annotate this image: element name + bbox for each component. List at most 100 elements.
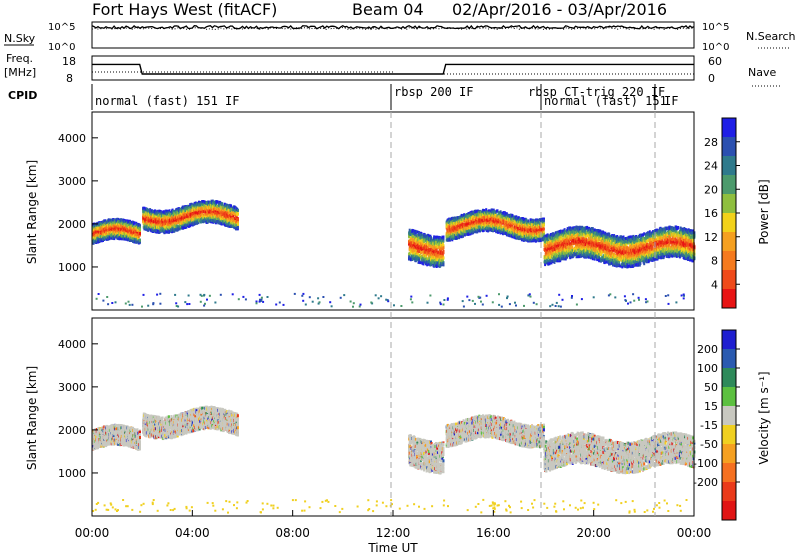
data-cell	[416, 251, 419, 254]
data-cell	[127, 219, 130, 223]
data-cell	[467, 222, 470, 225]
data-cell	[114, 223, 117, 227]
data-cell	[423, 239, 426, 243]
data-cell	[177, 210, 180, 214]
data-cell	[236, 212, 239, 216]
data-cell	[442, 261, 445, 265]
data-cell	[471, 229, 474, 233]
data-cell	[415, 230, 418, 234]
data-cell	[463, 219, 466, 223]
data-cell	[136, 240, 139, 244]
data-cell	[206, 213, 209, 217]
data-cell	[455, 235, 458, 238]
data-cell	[430, 257, 432, 261]
data-cell	[410, 243, 413, 247]
data-cell	[174, 228, 177, 232]
data-cell	[230, 204, 232, 208]
data-cell	[164, 226, 167, 230]
data-cell	[120, 224, 123, 228]
data-cell	[436, 244, 439, 248]
data-cell	[176, 211, 179, 215]
data-cell	[216, 200, 219, 204]
data-cell	[433, 238, 436, 242]
data-cell	[460, 220, 463, 224]
data-cell	[228, 212, 231, 216]
data-cell	[228, 206, 231, 210]
noise-search-label: N.Search	[746, 30, 796, 43]
data-cell	[161, 226, 164, 230]
data-cell	[168, 209, 171, 213]
noise-panel: N.Sky 10^5 10^0 10^5 10^0 N.Search	[4, 21, 796, 53]
power-data	[92, 199, 696, 308]
data-cell	[109, 228, 112, 232]
data-cell	[421, 255, 424, 259]
data-cell	[187, 205, 190, 209]
data-cell	[172, 216, 175, 220]
data-cell	[435, 235, 437, 239]
data-cell	[174, 223, 177, 227]
data-cell	[423, 237, 426, 241]
data-cell	[230, 207, 233, 211]
data-cell	[452, 236, 455, 240]
noise-right-tick-top: 10^5	[702, 22, 729, 33]
data-cell	[438, 240, 441, 244]
frequency-panel: Freq. [MHz] 18 8 60 0 Nave	[4, 52, 782, 87]
data-cell	[107, 230, 109, 234]
data-cell	[428, 256, 431, 260]
data-cell	[438, 262, 441, 266]
data-cell	[233, 212, 236, 216]
data-cell	[136, 231, 139, 235]
data-cell	[162, 210, 165, 214]
data-cell	[134, 229, 137, 233]
nave-label: Nave	[748, 66, 776, 79]
data-cell	[206, 208, 209, 212]
data-cell	[154, 215, 157, 219]
data-cell	[411, 252, 414, 255]
data-cell	[164, 230, 167, 234]
data-cell	[428, 262, 431, 266]
data-cell	[178, 227, 181, 231]
cpid-mode-5: IF	[664, 94, 678, 108]
data-cell	[236, 225, 239, 229]
data-cell	[409, 230, 412, 234]
data-cell	[174, 222, 177, 226]
data-cell	[139, 232, 141, 236]
data-cell	[426, 242, 429, 246]
data-cell	[427, 251, 430, 255]
data-cell	[98, 230, 101, 234]
data-cell	[223, 217, 226, 221]
data-cell	[420, 250, 423, 254]
data-cell	[440, 246, 443, 250]
data-cell	[142, 221, 145, 225]
data-cell	[110, 225, 113, 229]
data-cell	[412, 229, 415, 233]
data-cell	[189, 203, 192, 207]
data-cell	[409, 233, 412, 236]
data-cell	[411, 245, 414, 249]
data-cell	[422, 250, 425, 253]
data-cell	[171, 211, 173, 215]
data-cell	[438, 238, 441, 242]
data-cell	[451, 224, 454, 228]
data-cell	[460, 235, 463, 239]
data-cell	[127, 224, 130, 228]
data-cell	[162, 221, 165, 225]
data-cell	[441, 254, 444, 258]
data-cell	[219, 209, 222, 213]
data-cell	[416, 240, 419, 244]
data-cell	[414, 243, 417, 247]
data-cell	[451, 232, 454, 235]
data-cell	[164, 224, 167, 227]
data-cell	[413, 246, 416, 250]
data-cell	[171, 216, 174, 219]
data-cell	[135, 235, 138, 239]
data-cell	[202, 200, 205, 203]
data-cell	[153, 215, 156, 219]
data-cell	[204, 215, 207, 219]
data-cell	[154, 229, 157, 233]
data-cell	[150, 226, 153, 230]
data-cell	[465, 232, 468, 236]
data-cell	[436, 261, 439, 265]
data-cell	[228, 208, 231, 212]
